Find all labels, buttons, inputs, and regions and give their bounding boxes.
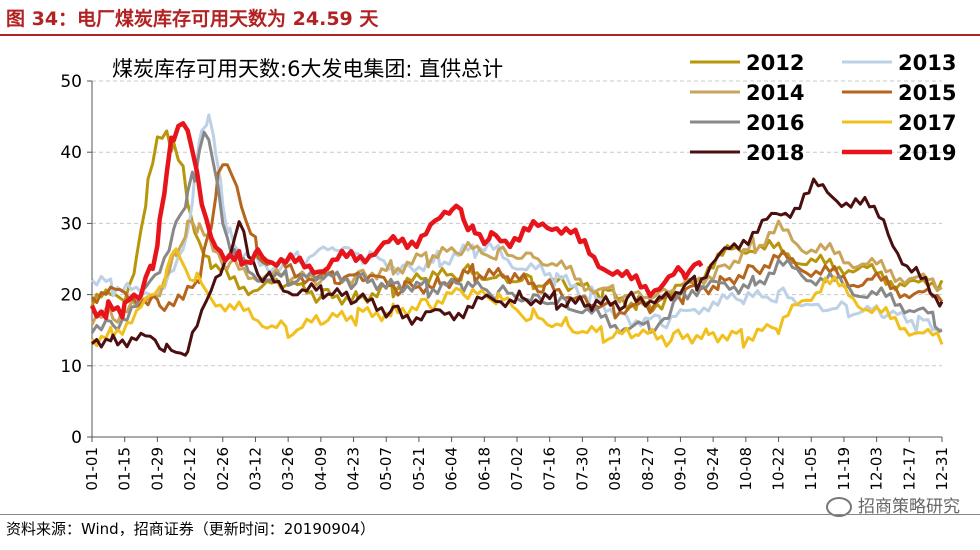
x-tick-label: 09-10: [671, 447, 689, 491]
y-tick-label: 50: [60, 72, 82, 92]
x-tick-label: 03-12: [246, 447, 264, 491]
x-tick-label: 11-19: [835, 447, 853, 491]
x-tick-label: 11-05: [802, 447, 820, 491]
x-tick-label: 08-27: [639, 447, 657, 491]
x-tick-label: 04-09: [312, 447, 330, 491]
wechat-icon: [826, 497, 852, 517]
watermark: 招商策略研究: [826, 492, 960, 517]
figure-title: 图 34：电厂煤炭库存可用天数为 24.59 天: [6, 8, 379, 30]
x-tick-label: 01-29: [148, 447, 166, 491]
legend-label-2015: 2015: [898, 81, 956, 105]
legend-label-2016: 2016: [746, 111, 804, 135]
line-chart: 0 10 20 30 40 50 01-01 01-15 01-29 02-12 02-26 03-…: [60, 51, 956, 491]
series-line-2013: [90, 113, 943, 333]
y-tick-label: 40: [60, 143, 82, 163]
legend-label-2017: 2017: [898, 111, 956, 135]
x-tick-label: 07-16: [541, 447, 559, 491]
source-note: 资料来源：Wind，招商证券（更新时间：20190904）: [6, 520, 376, 538]
y-tick-label: 30: [60, 214, 82, 234]
legend-label-2012: 2012: [746, 51, 804, 75]
legend: 2012 2013 2014 2015 2016 2017 2018 2019: [690, 51, 956, 165]
x-tick-label: 01-01: [83, 447, 101, 491]
y-tick-labels: 0 10 20 30 40 50: [60, 72, 82, 448]
series-line-2015: [90, 163, 944, 320]
x-tick-label: 01-15: [116, 447, 134, 491]
x-tick-label: 03-26: [279, 447, 297, 491]
x-tick-label: 08-13: [606, 447, 624, 491]
grid-lines: [92, 80, 942, 367]
series-line-2019: [89, 121, 704, 321]
series-line-2017: [90, 247, 944, 349]
y-tick-label: 0: [71, 428, 82, 448]
x-tick-label: 10-22: [770, 447, 788, 491]
x-tick-label: 09-24: [704, 447, 722, 491]
footer-rule: [0, 514, 980, 515]
y-tick-label: 10: [60, 357, 82, 377]
x-tick-label: 02-12: [181, 447, 199, 491]
series-line-2014: [90, 219, 943, 326]
axes: [87, 80, 943, 442]
x-tick-label: 06-18: [475, 447, 493, 491]
x-tick-labels: 01-01 01-15 01-29 02-12 02-26 03-12 03-26 04-09…: [83, 447, 951, 491]
x-tick-label: 07-02: [508, 447, 526, 491]
legend-label-2019: 2019: [898, 141, 956, 165]
series-line-2018: [90, 177, 944, 357]
x-tick-label: 02-26: [214, 447, 232, 491]
x-tick-label: 05-21: [410, 447, 428, 491]
x-tick-label: 12-31: [933, 447, 951, 491]
x-tick-label: 10-08: [737, 447, 755, 491]
x-tick-label: 12-03: [868, 447, 886, 491]
series-lines: [89, 113, 944, 357]
x-tick-label: 07-30: [573, 447, 591, 491]
x-tick-label: 05-07: [377, 447, 395, 491]
x-tick-label: 04-23: [345, 447, 363, 491]
watermark-text: 招商策略研究: [858, 497, 960, 517]
x-tick-label: 06-04: [443, 447, 461, 491]
y-tick-label: 20: [60, 286, 82, 306]
legend-label-2013: 2013: [898, 51, 956, 75]
chart-title: 煤炭库存可用天数:6大发电集团: 直供总计: [112, 57, 503, 81]
legend-label-2018: 2018: [746, 141, 804, 165]
series-line-2016: [90, 130, 943, 335]
title-rule: [0, 34, 980, 36]
legend-label-2014: 2014: [746, 81, 804, 105]
x-tick-label: 12-17: [900, 447, 918, 491]
